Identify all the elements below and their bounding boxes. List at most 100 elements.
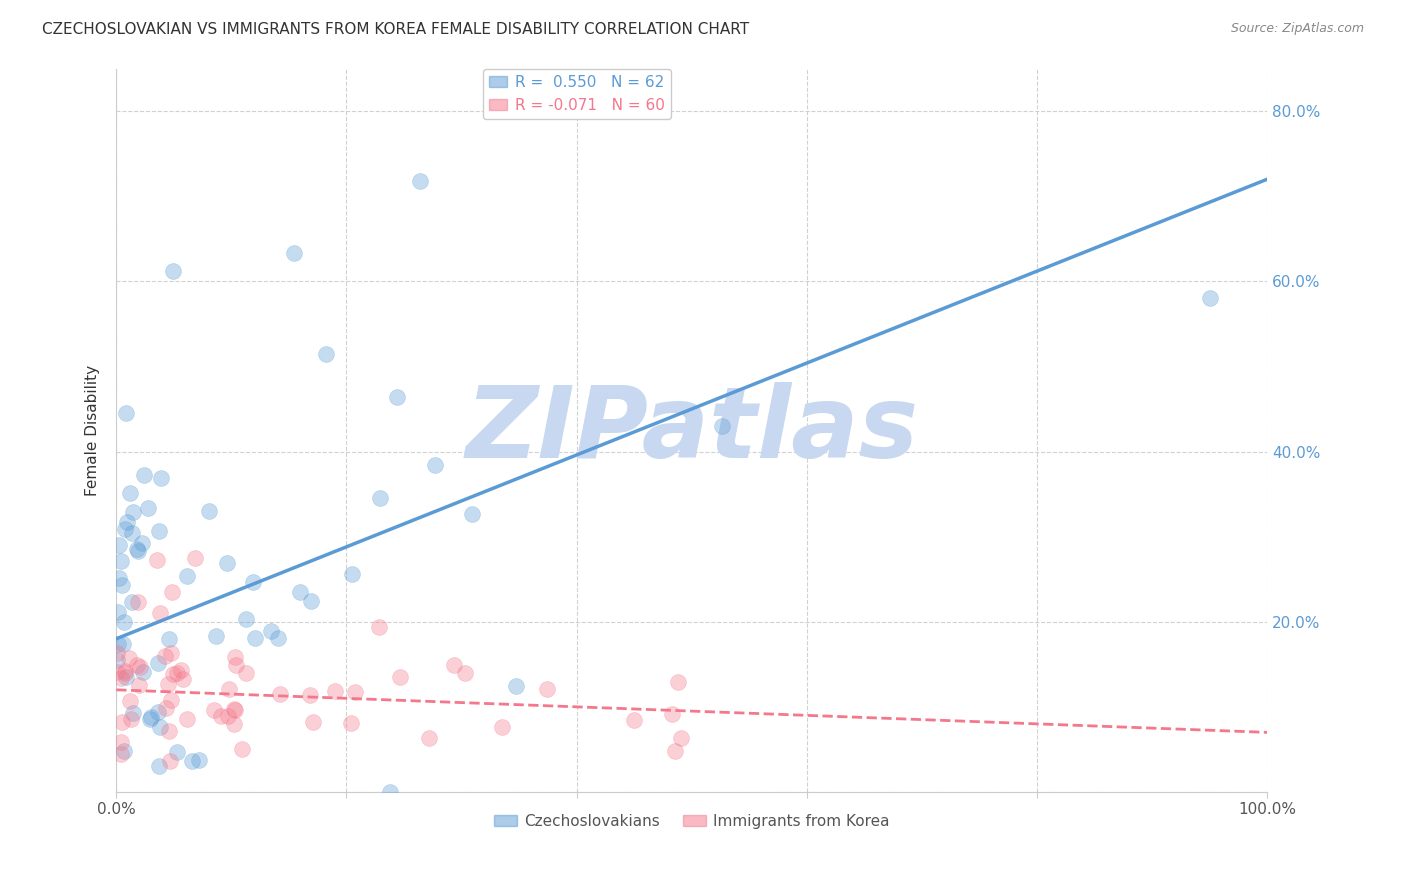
Point [505,679,527,693]
Point [121,595,143,609]
Point [108,538,131,552]
Point [111,714,134,729]
Point [288,584,311,599]
Point [148,524,170,538]
Point [157,632,180,647]
Point [162,667,184,681]
Point [127,542,149,557]
Point [536,681,558,696]
Point [301,594,323,608]
Point [149,606,172,620]
Point [112,744,135,758]
Point [661,707,683,722]
Text: ZIPatlas: ZIPatlas [465,382,918,479]
Point [112,615,135,629]
Text: Source: ZipAtlas.com: Source: ZipAtlas.com [1230,22,1364,36]
Point [146,656,169,670]
Point [231,742,253,756]
Point [110,671,132,685]
Point [344,685,367,699]
Text: CZECHOSLOVAKIAN VS IMMIGRANTS FROM KOREA FEMALE DISABILITY CORRELATION CHART: CZECHOSLOVAKIAN VS IMMIGRANTS FROM KOREA… [42,22,749,37]
Point [148,705,170,719]
Point [110,554,132,568]
Point [105,665,128,680]
Point [172,672,194,686]
Point [666,674,689,689]
Y-axis label: Female Disability: Female Disability [86,365,100,496]
Point [243,632,266,646]
Point [218,681,240,696]
Point [283,246,305,260]
Point [491,720,513,734]
Point [423,458,446,473]
Point [155,701,177,715]
Point [128,678,150,692]
Point [176,712,198,726]
Point [132,665,155,679]
Point [107,605,129,619]
Point [205,629,228,643]
Point [108,571,131,585]
Point [159,754,181,768]
Point [215,556,238,570]
Point [125,657,148,672]
Point [298,689,321,703]
Point [146,553,169,567]
Point [166,745,188,759]
Point [269,687,291,701]
Point [120,712,142,726]
Point [138,713,160,727]
Point [111,578,134,592]
Point [105,646,128,660]
Point [443,658,465,673]
Point [162,264,184,278]
Point [131,536,153,550]
Point [385,390,408,404]
Point [378,785,401,799]
Point [461,507,484,521]
Point [202,703,225,717]
Point [153,648,176,663]
Point [408,174,430,188]
Point [323,683,346,698]
Point [209,709,232,723]
Point [134,467,156,482]
Point [217,709,239,723]
Point [127,544,149,558]
Point [176,569,198,583]
Point [198,504,221,518]
Point [107,637,129,651]
Point [266,631,288,645]
Point [110,747,132,761]
Point [187,753,209,767]
Point [120,486,142,500]
Point [367,619,389,633]
Point [224,702,246,716]
Point [389,670,412,684]
Point [1198,292,1220,306]
Point [224,703,246,717]
Point [122,706,145,720]
Point [242,575,264,590]
Point [150,470,173,484]
Point [114,664,136,678]
Point [368,491,391,506]
Point [118,650,141,665]
Point [166,665,188,680]
Point [342,567,364,582]
Point [122,505,145,519]
Point [340,715,363,730]
Point [114,665,136,680]
Point [114,406,136,420]
Point [235,666,257,681]
Point [183,550,205,565]
Point [105,652,128,666]
Point [120,694,142,708]
Point [149,720,172,734]
Point [148,759,170,773]
Point [260,624,283,639]
Point [454,666,477,681]
Point [114,670,136,684]
Point [170,663,193,677]
Point [129,660,152,674]
